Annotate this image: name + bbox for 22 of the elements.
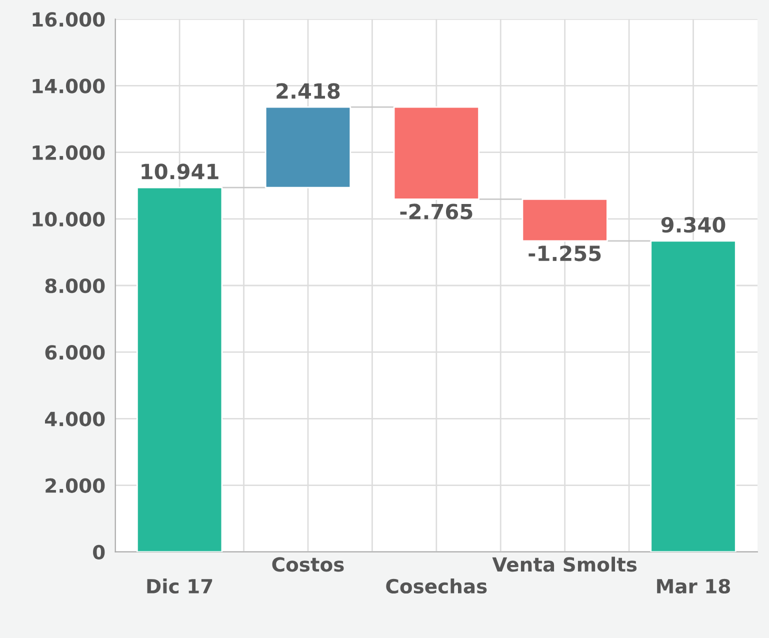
bar — [522, 198, 608, 242]
bar — [264, 106, 352, 188]
y-tick-label: 10.000 — [32, 212, 105, 227]
x-tick-label: Mar 18 — [657, 578, 730, 594]
x-tick-label: Costos — [272, 557, 344, 572]
y-tick-label: 0 — [93, 544, 105, 560]
x-tick-label: Venta Smolts — [492, 556, 637, 572]
y-tick-label: 6.000 — [45, 345, 105, 360]
data-label: 2.418 — [276, 83, 340, 99]
y-tick-label: 2.000 — [46, 478, 105, 493]
data-label: -1.255 — [528, 245, 601, 262]
data-label: 10.941 — [142, 164, 218, 180]
x-tick-label: Cosechas — [386, 578, 487, 594]
y-tick-label: 16.000 — [32, 12, 105, 27]
x-tick-label: Dic 17 — [147, 578, 212, 594]
y-tick-label: 14.000 — [32, 78, 105, 94]
y-tick-label: 4.000 — [45, 412, 105, 426]
y-tick-label: 12.000 — [32, 145, 105, 160]
bar — [393, 106, 480, 200]
data-label: -2.765 — [400, 204, 472, 220]
data-label: 9.340 — [661, 216, 726, 233]
y-tick-label: 8.000 — [45, 278, 105, 294]
